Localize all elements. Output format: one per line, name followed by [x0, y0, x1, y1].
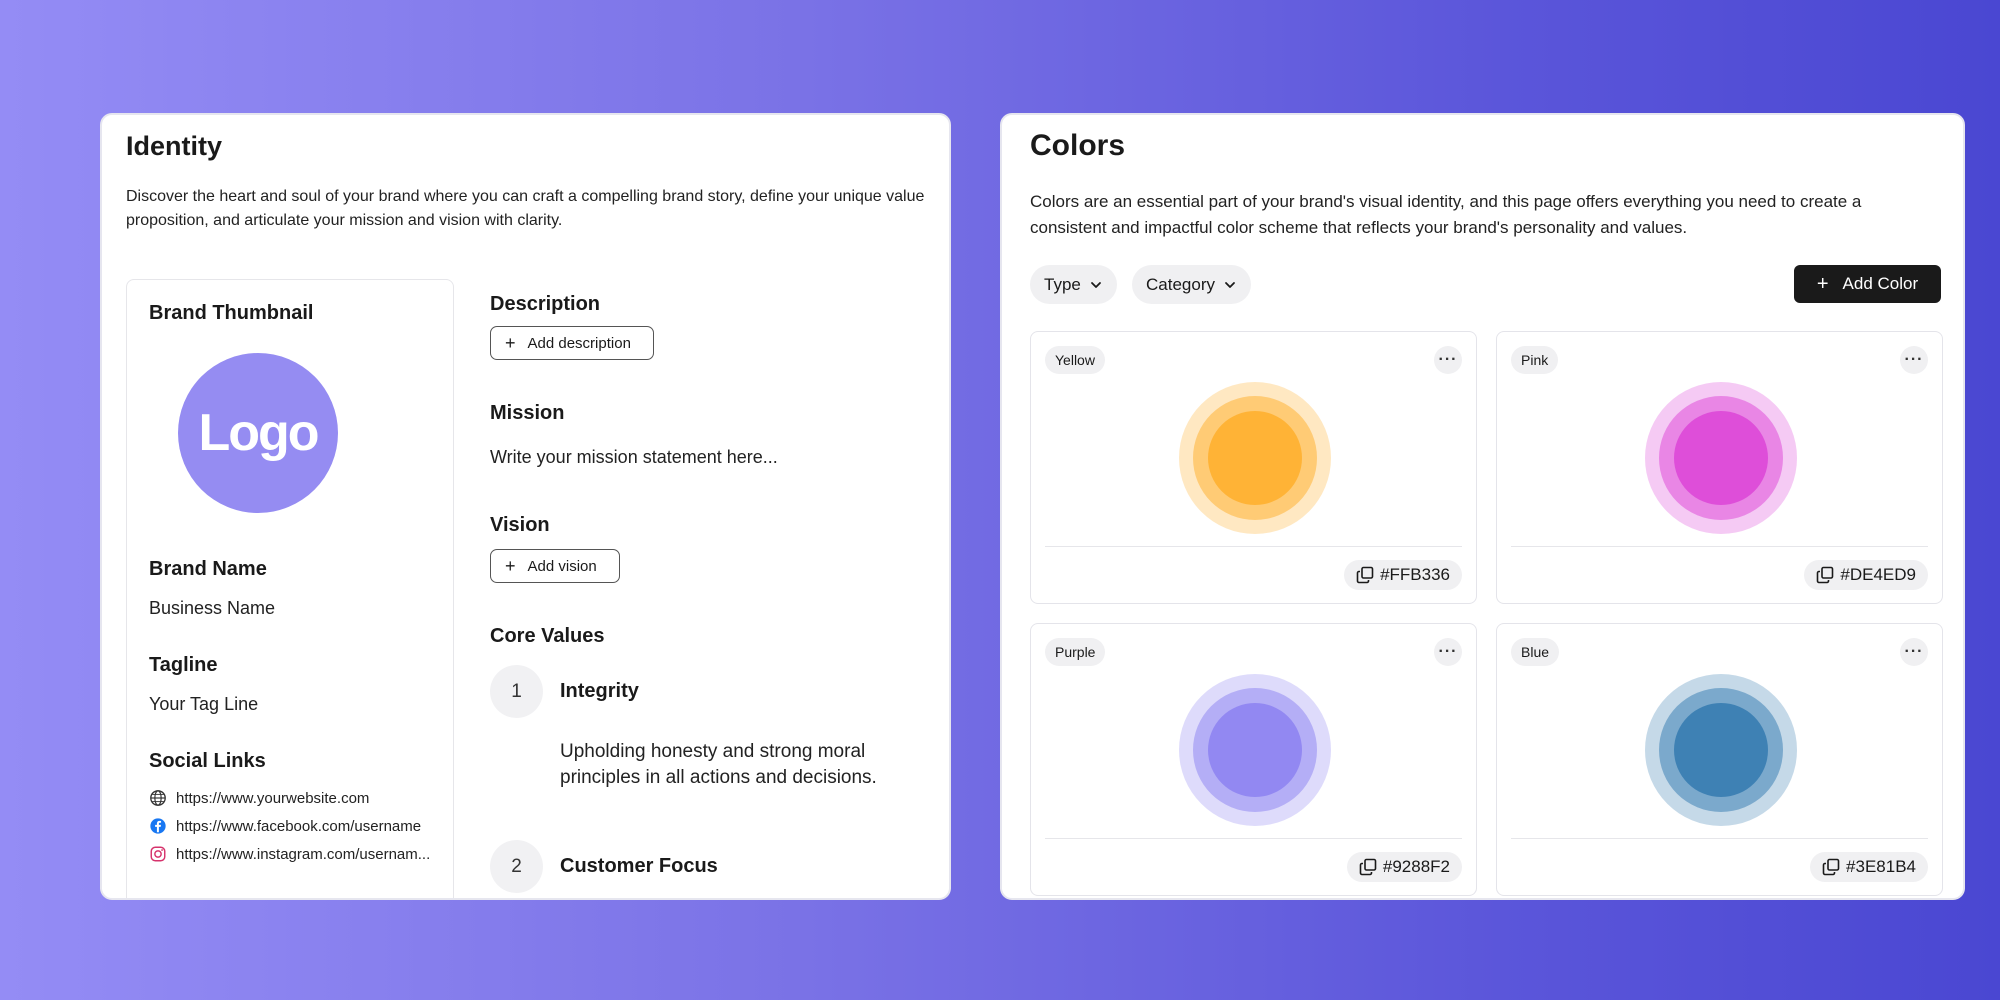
- colors-description: Colors are an essential part of your bra…: [1030, 192, 1862, 237]
- core-values-label: Core Values: [490, 625, 605, 647]
- copy-hex-button[interactable]: #DE4ED9: [1804, 560, 1928, 590]
- core-value-title[interactable]: Customer Focus: [560, 855, 718, 877]
- core-value-title[interactable]: Integrity: [560, 680, 639, 702]
- globe-icon: [150, 790, 166, 806]
- color-card[interactable]: Blue ··· #3E81B4: [1496, 623, 1943, 896]
- color-name-tag: Yellow: [1045, 346, 1105, 374]
- copy-hex-button[interactable]: #9288F2: [1346, 852, 1462, 882]
- more-options-icon[interactable]: ···: [1434, 638, 1462, 666]
- color-name-tag: Pink: [1511, 346, 1559, 374]
- colors-panel: Colors Colors are an essential part of y…: [1000, 113, 1965, 900]
- card-divider: [1045, 838, 1462, 839]
- card-divider: [1511, 546, 1928, 547]
- plus-icon: +: [505, 333, 516, 353]
- add-description-label: Add description: [527, 334, 631, 352]
- identity-title: Identity: [126, 131, 223, 161]
- color-card[interactable]: Yellow ··· #FFB336: [1030, 331, 1477, 604]
- chevron-down-icon: [1090, 281, 1101, 288]
- card-divider: [1511, 838, 1928, 839]
- social-links-label: Social Links: [149, 750, 266, 772]
- identity-description: Discover the heart and soul of your bran…: [126, 188, 925, 229]
- copy-icon: [1817, 566, 1834, 584]
- mission-label: Mission: [490, 402, 565, 424]
- hex-value: #DE4ED9: [1840, 565, 1916, 584]
- copy-hex-button[interactable]: #FFB336: [1344, 560, 1462, 590]
- add-vision-label: Add vision: [527, 557, 597, 575]
- colors-title: Colors: [1030, 129, 1126, 162]
- social-link-website[interactable]: https://www.yourwebsite.com: [149, 784, 449, 812]
- chevron-down-icon: [1225, 281, 1235, 288]
- identity-panel: Identity Discover the heart and soul of …: [100, 113, 951, 900]
- brand-name-label: Brand Name: [149, 558, 267, 580]
- more-options-icon[interactable]: ···: [1434, 346, 1462, 374]
- add-description-button[interactable]: + Add description: [490, 326, 654, 360]
- brand-logo[interactable]: Logo: [178, 353, 338, 513]
- add-color-button[interactable]: + Add Color: [1794, 265, 1941, 303]
- social-link-url: https://www.instagram.com/usernam...: [176, 845, 431, 863]
- social-link-url: https://www.facebook.com/username: [176, 817, 422, 835]
- card-divider: [1045, 546, 1462, 547]
- color-swatch: [1645, 674, 1797, 826]
- copy-icon: [1359, 858, 1377, 876]
- hex-value: #FFB336: [1380, 565, 1450, 584]
- copy-icon: [1822, 858, 1840, 876]
- core-value-number: 1: [490, 665, 543, 718]
- color-swatch: [1179, 382, 1331, 534]
- social-link-instagram[interactable]: https://www.instagram.com/usernam...: [149, 840, 449, 868]
- category-filter-dropdown[interactable]: Category: [1132, 265, 1251, 304]
- color-card[interactable]: Purple ··· #9288F2: [1030, 623, 1477, 896]
- more-options-icon[interactable]: ···: [1900, 346, 1928, 374]
- swatch-core: [1674, 411, 1768, 505]
- facebook-icon: [150, 818, 166, 834]
- copy-icon: [1356, 566, 1374, 584]
- add-color-label: Add Color: [1842, 274, 1919, 293]
- instagram-icon: [150, 846, 166, 862]
- swatch-core: [1674, 703, 1768, 797]
- plus-icon: +: [1816, 273, 1829, 295]
- color-swatch: [1645, 382, 1797, 534]
- type-filter-dropdown[interactable]: Type: [1030, 265, 1117, 304]
- color-name-tag: Purple: [1045, 638, 1106, 666]
- copy-hex-button[interactable]: #3E81B4: [1810, 852, 1928, 882]
- mission-input[interactable]: Write your mission statement here...: [490, 447, 778, 467]
- color-card[interactable]: Pink ··· #DE4ED9: [1496, 331, 1943, 604]
- plus-icon: +: [505, 556, 516, 576]
- category-filter-label: Category: [1146, 274, 1215, 294]
- hex-value: #3E81B4: [1846, 857, 1916, 876]
- more-options-icon[interactable]: ···: [1900, 638, 1928, 666]
- add-vision-button[interactable]: + Add vision: [490, 549, 620, 583]
- social-links-list: https://www.yourwebsite.com https://www.…: [149, 784, 449, 868]
- brand-card: Brand Thumbnail Logo Brand Name Business…: [126, 279, 454, 898]
- logo-text: Logo: [198, 404, 319, 462]
- swatch-core: [1208, 411, 1302, 505]
- core-value-description[interactable]: Upholding honesty and strong moral princ…: [560, 741, 877, 788]
- vision-label: Vision: [490, 514, 550, 536]
- tagline-value[interactable]: Your Tag Line: [149, 694, 259, 714]
- tagline-label: Tagline: [149, 654, 218, 676]
- swatch-core: [1208, 703, 1302, 797]
- hex-value: #9288F2: [1382, 857, 1450, 876]
- brand-thumbnail-label: Brand Thumbnail: [149, 302, 314, 324]
- color-name-tag: Blue: [1511, 638, 1560, 666]
- type-filter-label: Type: [1044, 274, 1081, 294]
- brand-name-value[interactable]: Business Name: [149, 598, 276, 618]
- description-label: Description: [490, 293, 601, 315]
- core-value-number: 2: [490, 840, 543, 893]
- social-link-facebook[interactable]: https://www.facebook.com/username: [149, 812, 449, 840]
- social-link-url: https://www.yourwebsite.com: [176, 789, 370, 807]
- color-swatch: [1179, 674, 1331, 826]
